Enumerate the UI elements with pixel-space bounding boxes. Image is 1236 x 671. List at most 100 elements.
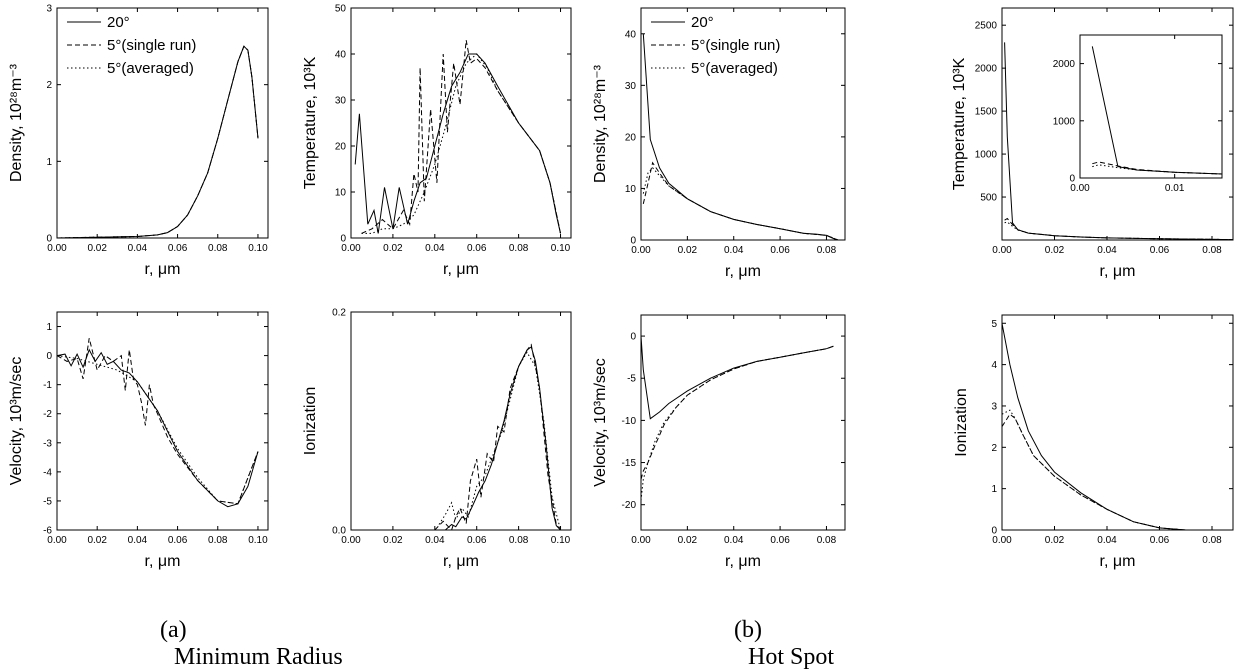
y-axis-label: Temperature, 10³K xyxy=(951,57,968,190)
y-axis-label: Density, 10²⁸m⁻³ xyxy=(8,63,25,182)
x-tick-label: 0.00 xyxy=(992,535,1012,546)
y-tick-label: 1000 xyxy=(975,150,998,161)
caption-b: (b) Hot Spot xyxy=(722,590,834,671)
x-tick-label: 0.08 xyxy=(1202,245,1222,256)
chart-panel-8: 0.00 0.02 0.04 0.06 0.08 0 1 2 3 4 5 r, μm Ionizatio… xyxy=(953,314,1234,570)
x-tick-label: 0.02 xyxy=(383,535,403,546)
series-line-0 xyxy=(444,346,561,530)
series-line-1 xyxy=(434,343,561,530)
x-tick-label: 0.10 xyxy=(551,243,571,254)
legend-label-2: 5°(averaged) xyxy=(107,60,194,77)
y-tick-label: 2 xyxy=(46,80,52,91)
x-axis-label: r, μm xyxy=(1100,553,1136,570)
y-tick-label: -20 xyxy=(622,500,637,511)
x-tick-label: 0.06 xyxy=(770,245,790,256)
chart-panel-4: 0.00 0.02 0.04 0.06 0.08 0 10 20 30 40 r, μm Densit… xyxy=(592,7,846,280)
x-tick-label: 0.06 xyxy=(1150,245,1170,256)
legend-label-1: 5°(single run) xyxy=(107,37,196,54)
x-tick-label: 0.08 xyxy=(208,243,228,254)
x-tick-label: 0.00 xyxy=(1070,183,1090,194)
y-axis-label: Ionization xyxy=(953,388,970,457)
plot-frame xyxy=(1079,34,1223,179)
x-tick-label: 0.02 xyxy=(678,535,698,546)
x-tick-label: 0.06 xyxy=(467,535,487,546)
y-tick-label: -3 xyxy=(43,438,52,449)
y-tick-label: -10 xyxy=(622,416,637,427)
chart-panel-2: 0.00 0.02 0.04 0.06 0.08 0.10 1 0 -1 -2 -3 -4 -5 -6 r,… xyxy=(8,311,269,570)
caption-a-text: Minimum Radius xyxy=(174,644,343,670)
chart-panel-0: 0.00 0.02 0.04 0.06 0.08 0.10 0 1 2 3 r, μm Density… xyxy=(8,4,269,278)
y-tick-label: 0 xyxy=(340,234,346,245)
x-tick-label: 0.02 xyxy=(1045,535,1065,546)
plot-frame xyxy=(640,7,846,241)
y-tick-label: 3 xyxy=(991,401,997,412)
plot-frame xyxy=(56,7,269,239)
y-tick-label: 1 xyxy=(991,484,997,495)
series-line-0 xyxy=(354,53,561,234)
x-tick-label: 0.04 xyxy=(1097,535,1117,546)
x-tick-label: 0.08 xyxy=(817,245,837,256)
plot-frame xyxy=(1001,314,1234,531)
x-tick-label: 0.06 xyxy=(168,243,188,254)
y-tick-label: 40 xyxy=(335,50,347,61)
y-axis-label: Velocity, 10³m/sec xyxy=(8,357,25,486)
series-line-2 xyxy=(1004,221,1233,240)
y-tick-label: -5 xyxy=(627,374,636,385)
x-tick-label: 0.02 xyxy=(678,245,698,256)
series-line-1 xyxy=(57,338,259,505)
y-tick-label: 1 xyxy=(46,157,52,168)
series-line-1 xyxy=(1002,413,1233,530)
x-tick-label: 0.08 xyxy=(817,535,837,546)
y-tick-label: -5 xyxy=(43,496,52,507)
x-tick-label: 0.10 xyxy=(551,535,571,546)
x-tick-label: 0.04 xyxy=(128,243,148,254)
x-tick-label: 0.02 xyxy=(383,243,403,254)
y-tick-label: 2000 xyxy=(975,64,998,75)
x-axis-label: r, μm xyxy=(725,553,761,570)
y-tick-label: 0.0 xyxy=(332,526,346,537)
y-tick-label: 3 xyxy=(46,4,52,15)
caption-a-label: (a) xyxy=(160,617,187,643)
x-axis-label: r, μm xyxy=(145,553,181,570)
plot-frame xyxy=(640,314,846,531)
series-line-0 xyxy=(1002,323,1233,530)
y-tick-label: 1500 xyxy=(975,107,998,118)
x-tick-label: 0.01 xyxy=(1165,183,1185,194)
x-tick-label: 0.06 xyxy=(467,243,487,254)
y-tick-label: -15 xyxy=(622,458,637,469)
x-tick-label: 0.00 xyxy=(47,535,67,546)
x-tick-label: 0.04 xyxy=(1097,245,1117,256)
caption-b-label: (b) xyxy=(734,617,762,643)
series-line-2 xyxy=(438,351,561,530)
x-tick-label: 0.06 xyxy=(168,535,188,546)
x-tick-label: 0.02 xyxy=(87,243,107,254)
x-tick-label: 0.04 xyxy=(425,243,445,254)
series-line-1 xyxy=(1004,217,1233,240)
plot-frame xyxy=(350,311,572,531)
y-tick-label: 0 xyxy=(991,526,997,537)
y-tick-label: -2 xyxy=(43,409,52,420)
inset-background xyxy=(1080,35,1222,178)
x-tick-label: 0.04 xyxy=(724,245,744,256)
y-tick-label: 1000 xyxy=(1053,116,1076,127)
y-tick-label: 20 xyxy=(625,132,637,143)
y-tick-label: -4 xyxy=(43,467,52,478)
y-tick-label: 0 xyxy=(630,236,636,247)
plot-frame xyxy=(350,7,572,239)
plot-frame xyxy=(1001,7,1234,241)
y-tick-label: 20 xyxy=(335,142,347,153)
y-axis-label: Density, 10²⁸m⁻³ xyxy=(592,64,609,183)
x-tick-label: 0.06 xyxy=(770,535,790,546)
y-tick-label: 2 xyxy=(991,443,997,454)
y-tick-label: 5 xyxy=(991,319,997,330)
x-tick-label: 0.10 xyxy=(248,535,268,546)
series-line-1 xyxy=(642,161,839,240)
legend-label-1: 5°(single run) xyxy=(691,37,780,54)
y-tick-label: 0 xyxy=(46,351,52,362)
series-line-2 xyxy=(361,53,561,234)
y-tick-label: 50 xyxy=(335,4,347,15)
y-tick-label: 0 xyxy=(46,234,52,245)
y-tick-label: 1 xyxy=(46,322,52,333)
x-tick-label: 0.00 xyxy=(631,535,651,546)
